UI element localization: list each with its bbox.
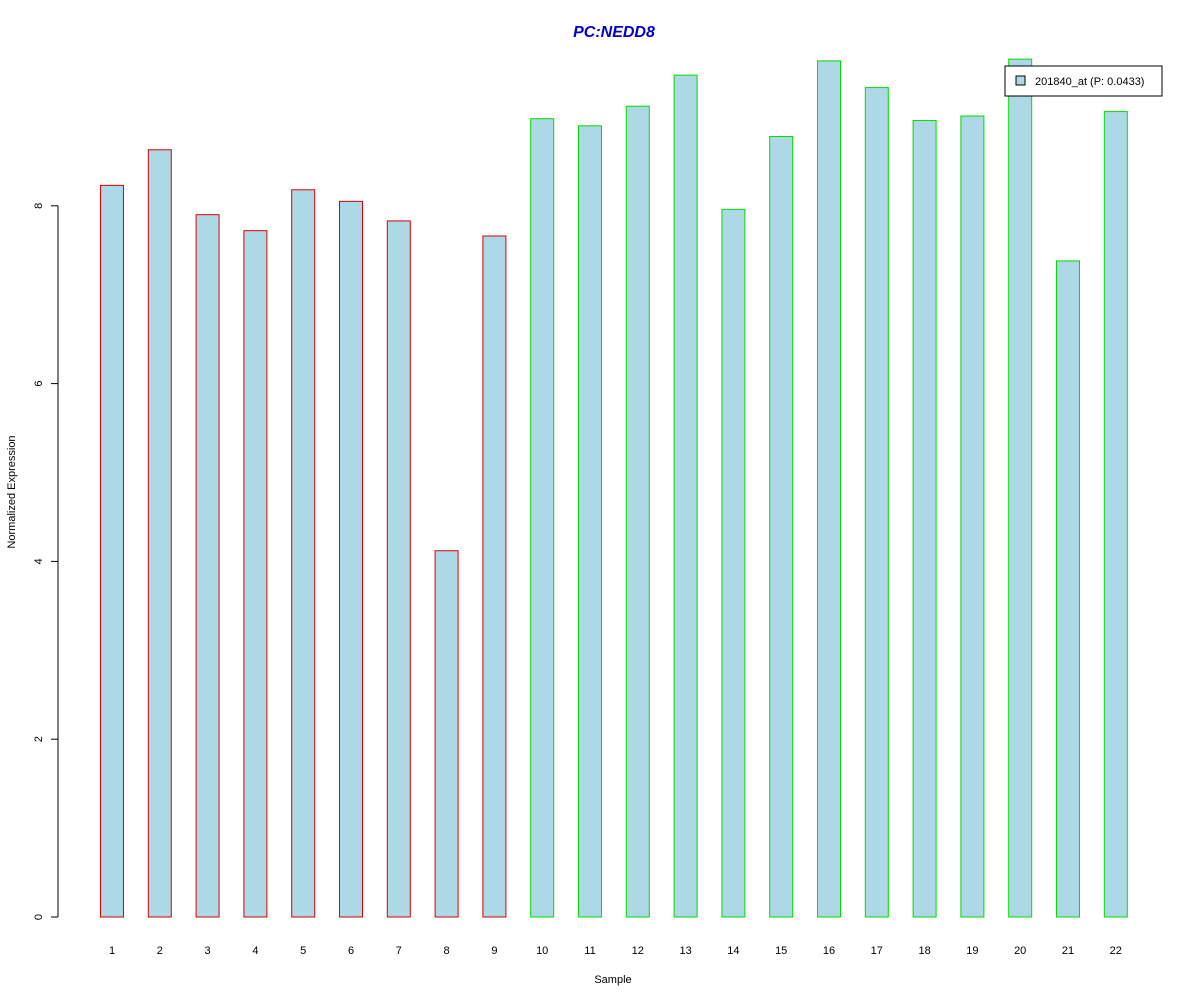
y-tick-label: 8 <box>33 203 45 209</box>
legend-label: 201840_at (P: 0.0433) <box>1035 76 1144 88</box>
bar-sample-19 <box>960 115 985 918</box>
x-tick-label: 4 <box>252 945 258 957</box>
x-tick-label: 6 <box>348 945 354 957</box>
bar-sample-18 <box>912 119 937 918</box>
legend: 201840_at (P: 0.0433) <box>1004 65 1163 97</box>
bar-sample-14 <box>721 208 746 918</box>
x-tick-labels: 1 2 3 4 5 6 7 8 9 10 11 12 13 14 15 16 17 18 19 20 21 22 <box>109 945 1122 957</box>
x-tick-label: 18 <box>918 945 930 957</box>
bar-sample-20 <box>1008 58 1033 918</box>
bar-sample-4 <box>243 230 268 918</box>
y-tick-label: 2 <box>33 736 45 742</box>
bar-sample-2 <box>147 149 172 918</box>
x-tick-label: 8 <box>444 945 450 957</box>
bar-sample-13 <box>673 74 698 918</box>
x-tick-label: 22 <box>1110 945 1122 957</box>
bar-sample-16 <box>817 60 841 918</box>
x-tick-label: 17 <box>871 945 883 957</box>
bar-sample-17 <box>864 87 889 918</box>
bar-sample-10 <box>530 118 555 918</box>
x-tick-label: 15 <box>775 945 787 957</box>
legend-swatch <box>1015 75 1026 86</box>
bar-sample-6 <box>339 200 363 918</box>
bar-sample-3 <box>195 214 220 918</box>
bar-sample-5 <box>291 189 316 918</box>
y-tick-label: 4 <box>33 558 45 564</box>
y-axis: 0 2 4 6 8 <box>33 203 59 920</box>
bar-sample-1 <box>100 184 124 918</box>
chart-title: PC:NEDD8 <box>573 24 655 41</box>
x-tick-label: 19 <box>966 945 978 957</box>
bar-sample-8 <box>434 550 459 918</box>
x-tick-label: 1 <box>109 945 115 957</box>
bar-sample-22 <box>1103 111 1128 918</box>
y-tick-label: 6 <box>33 381 45 387</box>
bar-sample-9 <box>482 235 507 918</box>
y-axis-label: Normalized Expression <box>6 435 18 548</box>
x-axis-label: Sample <box>594 974 631 986</box>
x-tick-label: 10 <box>536 945 548 957</box>
x-tick-label: 12 <box>632 945 644 957</box>
legend-box <box>1004 65 1163 97</box>
bar-sample-11 <box>578 125 602 918</box>
x-tick-label: 16 <box>823 945 835 957</box>
bars-group <box>100 58 1128 918</box>
bar-sample-21 <box>1056 260 1080 918</box>
x-tick-label: 21 <box>1062 945 1074 957</box>
x-tick-label: 11 <box>584 945 595 957</box>
bar-sample-7 <box>386 220 411 918</box>
x-tick-label: 7 <box>396 945 402 957</box>
x-tick-label: 20 <box>1014 945 1026 957</box>
x-tick-label: 2 <box>157 945 163 957</box>
bar-sample-12 <box>625 105 650 918</box>
bar-sample-15 <box>769 135 794 918</box>
x-tick-label: 9 <box>491 945 497 957</box>
x-tick-label: 14 <box>727 945 739 957</box>
x-tick-label: 3 <box>205 945 211 957</box>
x-tick-label: 5 <box>300 945 306 957</box>
y-tick-label: 0 <box>33 914 45 920</box>
x-tick-label: 13 <box>679 945 691 957</box>
